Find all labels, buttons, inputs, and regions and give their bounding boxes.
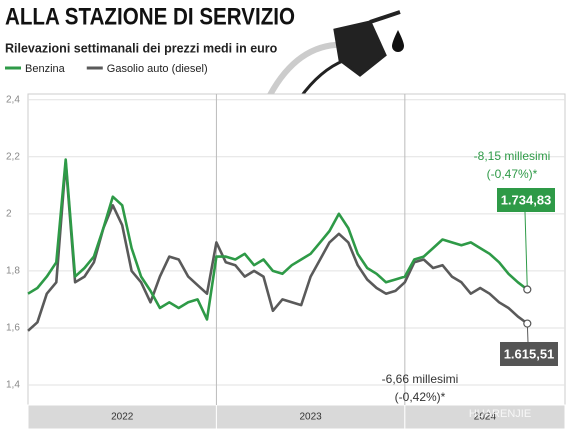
connector — [524, 211, 528, 290]
legend-label: Gasolio auto (diesel) — [107, 63, 208, 75]
end-point — [523, 285, 532, 294]
plot-background — [27, 93, 566, 406]
watermark: HUARENJIE — [469, 408, 531, 420]
y-tick-label: 2,2 — [6, 151, 20, 162]
y-tick-label: 2,4 — [6, 94, 20, 105]
chart-title: ALLA STAZIONE DI SERVIZIO — [5, 3, 295, 30]
chart-subtitle: Rilevazioni settimanali dei prezzi medi … — [5, 41, 278, 55]
series-line — [27, 161, 529, 332]
period-band — [404, 404, 566, 429]
period-label: 2024 — [474, 412, 497, 423]
change-label: -8,15 millesimi — [474, 149, 551, 163]
pump-icon — [267, 10, 404, 99]
end-label: 1.734,83 — [501, 192, 552, 207]
legend-label: Benzina — [25, 63, 66, 75]
end-point — [523, 319, 532, 328]
hose-line — [298, 58, 346, 99]
period-label: 2023 — [300, 412, 323, 423]
y-tick-label: 1,4 — [6, 380, 20, 391]
y-tick-label: 1,8 — [6, 266, 20, 277]
end-label: 1.615,51 — [504, 346, 555, 361]
y-tick-label: 1,6 — [6, 323, 20, 334]
period-band — [27, 404, 217, 429]
end-label-box — [500, 342, 558, 366]
spout — [369, 10, 401, 24]
change-label: (-0,42%)* — [395, 390, 446, 404]
period-label: 2022 — [111, 412, 134, 423]
nozzle — [333, 20, 387, 77]
change-label: -6,66 millesimi — [382, 372, 459, 386]
change-label: (-0,47%)* — [487, 167, 538, 181]
series-line — [27, 158, 529, 321]
end-label-box — [497, 188, 555, 212]
drop — [392, 30, 404, 52]
y-tick-label: 2 — [6, 208, 12, 219]
